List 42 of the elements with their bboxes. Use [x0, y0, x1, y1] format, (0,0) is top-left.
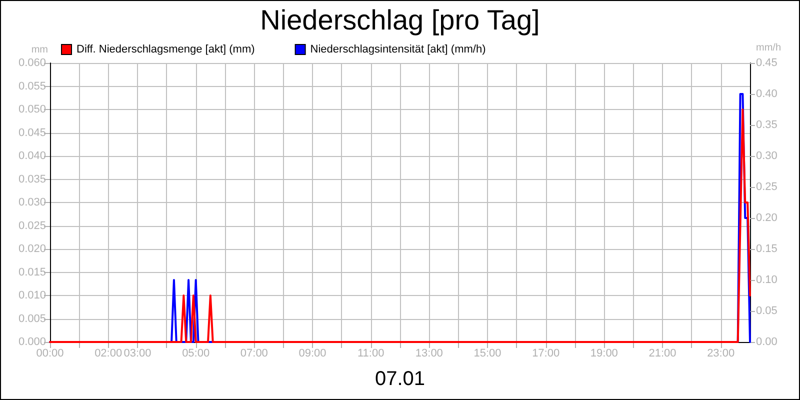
y2-tick-label: 0.05	[756, 305, 778, 317]
y2-tick-label: 0.30	[756, 150, 778, 162]
x-axis-title: 07.01	[374, 368, 426, 390]
y2-tick-label: 0.10	[756, 274, 778, 286]
x-tick-label: 23:00	[707, 348, 735, 360]
y2-tick-label: 0.00	[756, 336, 778, 348]
y-tick-label: 0.000	[18, 336, 46, 348]
y-tick-label: 0.050	[18, 104, 46, 116]
x-tick-label: 03:00	[124, 348, 152, 360]
y2-axis-title: mm/h	[756, 42, 781, 54]
x-tick-label: 17:00	[532, 348, 560, 360]
x-tick-label: 21:00	[648, 348, 676, 360]
x-tick-label: 19:00	[590, 348, 618, 360]
x-tick-label: 15:00	[474, 348, 502, 360]
x-tick-label: 05:00	[182, 348, 210, 360]
y-tick-label: 0.025	[18, 220, 46, 232]
y2-tick-label: 0.15	[756, 243, 778, 255]
y2-tick-label: 0.25	[756, 181, 778, 193]
y2-tick-label: 0.20	[756, 212, 778, 224]
x-tick-label: 02:00	[94, 348, 122, 360]
legend-label: Niederschlagsintensität [akt] (mm/h)	[310, 44, 486, 56]
y-tick-label: 0.055	[18, 80, 46, 92]
y-tick-label: 0.005	[18, 312, 46, 325]
y-tick-label: 0.010	[18, 290, 46, 302]
x-tick-label: 09:00	[298, 348, 326, 360]
chart-title: Niederschlag [pro Tag]	[260, 4, 540, 36]
y-axis-title: mm	[31, 44, 48, 56]
y-tick-label: 0.045	[18, 126, 46, 139]
y-tick-label: 0.015	[18, 266, 46, 278]
y-tick-label: 0.020	[18, 243, 46, 255]
x-tick-label: 11:00	[357, 348, 384, 360]
x-tick-label: 00:00	[36, 348, 64, 360]
y2-tick-label: 0.40	[756, 88, 778, 100]
y-tick-label: 0.030	[18, 196, 46, 208]
y2-tick-label: 0.35	[756, 119, 778, 131]
y-tick-label: 0.060	[18, 57, 46, 69]
x-tick-label: 13:00	[415, 348, 443, 360]
x-tick-label: 07:00	[240, 348, 268, 360]
y-tick-label: 0.035	[18, 173, 46, 186]
y2-tick-label: 0.45	[756, 57, 778, 69]
y-tick-label: 0.040	[18, 150, 46, 162]
legend-label: Diff. Niederschlagsmenge [akt] (mm)	[76, 44, 255, 56]
